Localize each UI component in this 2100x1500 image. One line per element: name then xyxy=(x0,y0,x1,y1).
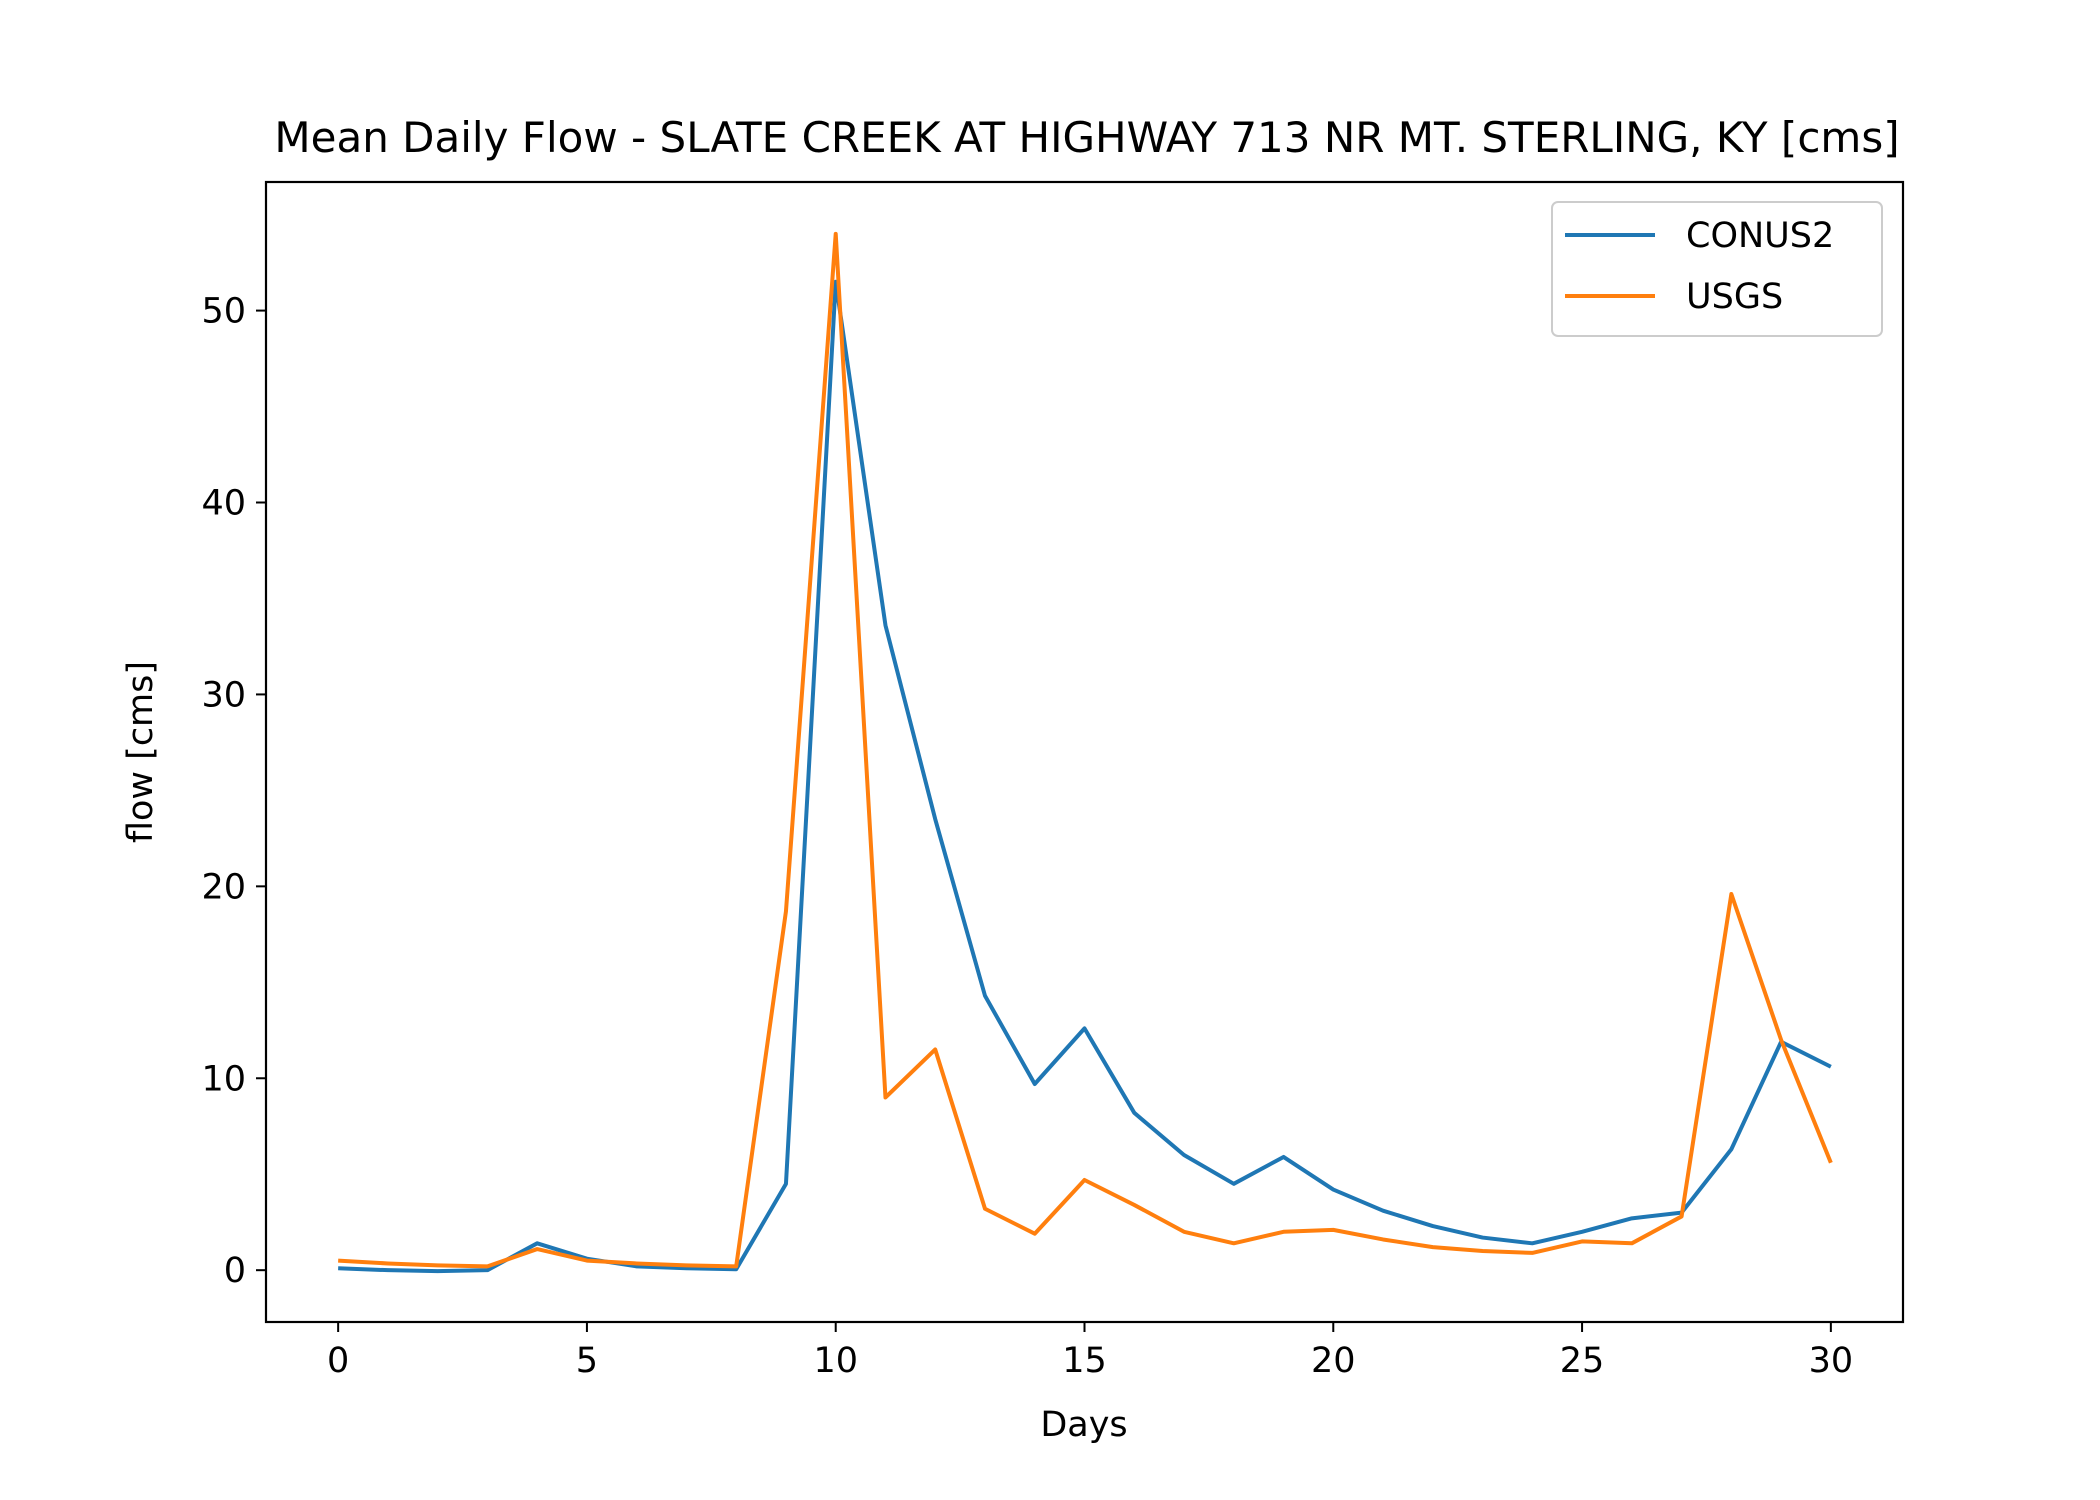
legend-label-conus2: CONUS2 xyxy=(1686,216,1834,256)
x-axis-label: Days xyxy=(1040,1405,1127,1445)
x-tick-label: 10 xyxy=(813,1341,858,1381)
x-tick-label: 20 xyxy=(1311,1341,1356,1381)
x-tick-label: 5 xyxy=(576,1341,598,1381)
y-axis-label: flow [cms] xyxy=(121,661,161,843)
series-line-conus2 xyxy=(338,279,1832,1274)
y-tick-label: 20 xyxy=(201,867,246,907)
chart-title: Mean Daily Flow - SLATE CREEK AT HIGHWAY… xyxy=(274,113,1899,162)
x-tick-label: 15 xyxy=(1062,1341,1107,1381)
axes-ticks: 0 5 10 15 20 25 30 0 10 20 30 40 50 xyxy=(201,292,1853,1381)
x-tick-label: 0 xyxy=(327,1341,349,1381)
y-tick-label: 40 xyxy=(201,484,246,524)
series-line-usgs xyxy=(338,231,1833,1269)
x-tick-label: 30 xyxy=(1809,1341,1854,1381)
y-tick-label: 50 xyxy=(201,292,246,332)
y-tick-label: 10 xyxy=(201,1059,246,1099)
plot-frame xyxy=(264,180,1905,1324)
legend-label-usgs: USGS xyxy=(1686,277,1783,317)
x-tick-label: 25 xyxy=(1560,1341,1605,1381)
y-tick-label: 30 xyxy=(201,675,246,715)
legend: CONUS2 USGS xyxy=(1551,201,1883,337)
y-tick-label: 0 xyxy=(224,1251,246,1291)
plot-area xyxy=(338,231,1833,1274)
